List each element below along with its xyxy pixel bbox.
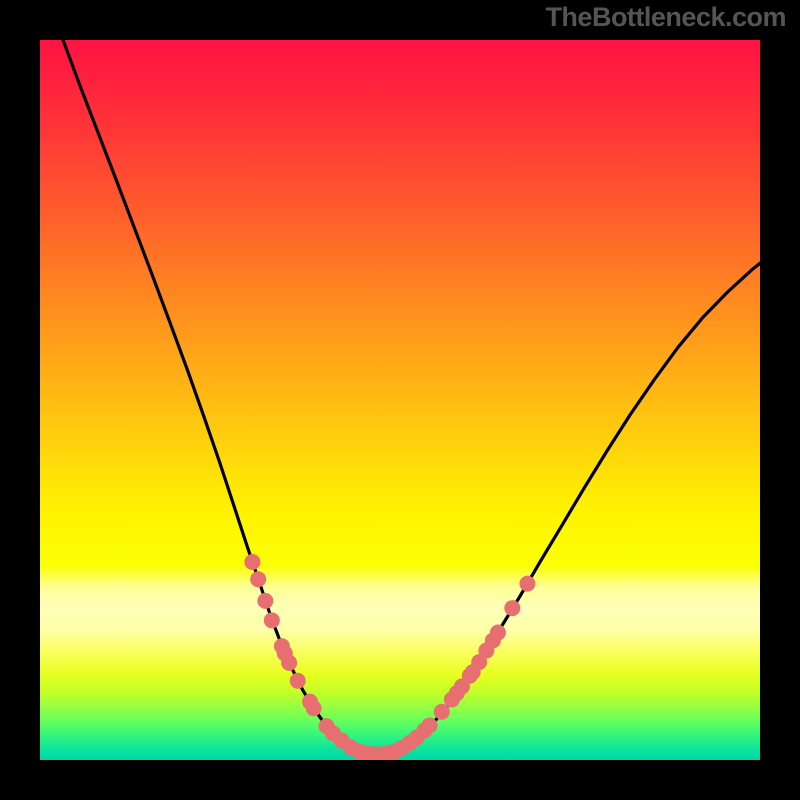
curve-marker — [281, 655, 297, 671]
curve-marker — [422, 717, 438, 733]
curve-marker — [490, 625, 506, 641]
plot-area — [40, 40, 760, 760]
curve-marker — [244, 554, 260, 570]
curve-marker — [290, 673, 306, 689]
curve-marker — [504, 600, 520, 616]
curve-marker — [519, 576, 535, 592]
curve-marker — [434, 704, 450, 720]
watermark-text: TheBottleneck.com — [545, 2, 786, 33]
curve-marker — [250, 571, 266, 587]
plot-svg — [40, 40, 760, 760]
curve-marker — [306, 700, 322, 716]
figure-root: TheBottleneck.com — [0, 0, 800, 800]
curve-marker — [264, 612, 280, 628]
gradient-background — [40, 40, 760, 760]
curve-marker — [257, 593, 273, 609]
